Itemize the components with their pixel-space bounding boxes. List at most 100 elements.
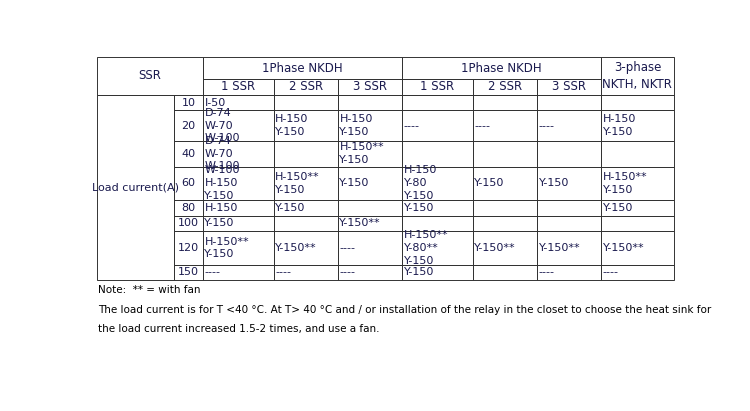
Text: 150: 150 bbox=[178, 268, 199, 277]
Bar bbox=[402, 200, 472, 215]
Bar bbox=[537, 200, 601, 215]
Text: Y-150: Y-150 bbox=[404, 268, 434, 277]
Text: H-150
Y-80
Y-150: H-150 Y-80 Y-150 bbox=[404, 165, 437, 201]
Bar bbox=[274, 79, 338, 95]
Bar bbox=[97, 95, 174, 280]
Bar bbox=[601, 265, 674, 280]
Bar bbox=[274, 265, 338, 280]
Bar bbox=[402, 166, 472, 200]
Bar bbox=[537, 166, 601, 200]
Bar bbox=[601, 95, 674, 111]
Bar bbox=[338, 265, 402, 280]
Text: Y-150: Y-150 bbox=[205, 219, 235, 229]
Bar bbox=[338, 166, 402, 200]
Bar bbox=[274, 111, 338, 141]
Text: D-74
W-70
W-100: D-74 W-70 W-100 bbox=[205, 136, 240, 171]
Text: the load current increased 1.5-2 times, and use a fan.: the load current increased 1.5-2 times, … bbox=[98, 324, 380, 334]
Bar bbox=[537, 79, 601, 95]
Bar bbox=[601, 141, 674, 166]
Text: ----: ---- bbox=[538, 120, 554, 131]
Bar bbox=[338, 200, 402, 215]
Bar bbox=[338, 95, 402, 111]
Bar bbox=[174, 166, 202, 200]
Text: 1 SSR: 1 SSR bbox=[221, 80, 255, 93]
Bar bbox=[338, 79, 402, 95]
Bar bbox=[601, 57, 674, 95]
Bar bbox=[174, 111, 202, 141]
Text: Y-150: Y-150 bbox=[404, 203, 434, 212]
Text: H-150
Y-150: H-150 Y-150 bbox=[340, 114, 373, 137]
Text: 20: 20 bbox=[182, 120, 196, 131]
Text: ----: ---- bbox=[404, 120, 419, 131]
Bar bbox=[174, 215, 202, 231]
Bar bbox=[472, 231, 537, 265]
Text: ----: ---- bbox=[340, 268, 356, 277]
Text: 1Phase NKDH: 1Phase NKDH bbox=[461, 62, 542, 74]
Bar bbox=[472, 111, 537, 141]
Bar bbox=[472, 95, 537, 111]
Bar bbox=[202, 111, 274, 141]
Bar bbox=[274, 95, 338, 111]
Text: 1Phase NKDH: 1Phase NKDH bbox=[262, 62, 343, 74]
Bar bbox=[472, 166, 537, 200]
Text: 40: 40 bbox=[182, 149, 196, 159]
Text: H-150: H-150 bbox=[205, 203, 238, 212]
Bar bbox=[537, 95, 601, 111]
Bar bbox=[338, 141, 402, 166]
Text: The load current is for T <40 °C. At T> 40 °C and / or installation of the relay: The load current is for T <40 °C. At T> … bbox=[98, 305, 711, 315]
Bar bbox=[174, 200, 202, 215]
Text: 1 SSR: 1 SSR bbox=[420, 80, 454, 93]
Text: ----: ---- bbox=[475, 120, 490, 131]
Bar bbox=[472, 265, 537, 280]
Bar bbox=[202, 95, 274, 111]
Text: 10: 10 bbox=[182, 97, 196, 108]
Bar bbox=[601, 166, 674, 200]
Bar bbox=[472, 141, 537, 166]
Text: 3 SSR: 3 SSR bbox=[552, 80, 586, 93]
Text: ----: ---- bbox=[275, 268, 291, 277]
Bar bbox=[174, 265, 202, 280]
Bar bbox=[402, 57, 601, 79]
Text: Y-150: Y-150 bbox=[340, 178, 370, 188]
Text: Load current(A): Load current(A) bbox=[92, 182, 179, 192]
Text: Y-150**: Y-150** bbox=[340, 219, 381, 229]
Bar bbox=[202, 200, 274, 215]
Text: ----: ---- bbox=[205, 268, 220, 277]
Bar bbox=[402, 265, 472, 280]
Bar bbox=[274, 231, 338, 265]
Bar bbox=[472, 79, 537, 95]
Text: H-150**
Y-150: H-150** Y-150 bbox=[205, 237, 249, 259]
Text: H-150**
Y-150: H-150** Y-150 bbox=[275, 172, 320, 194]
Bar bbox=[338, 231, 402, 265]
Bar bbox=[274, 200, 338, 215]
Text: H-150**
Y-150: H-150** Y-150 bbox=[603, 172, 647, 194]
Text: 120: 120 bbox=[178, 243, 199, 253]
Text: Y-150**: Y-150** bbox=[475, 243, 516, 253]
Bar bbox=[202, 265, 274, 280]
Text: 3 SSR: 3 SSR bbox=[352, 80, 387, 93]
Text: Y-150: Y-150 bbox=[475, 178, 505, 188]
Bar bbox=[274, 166, 338, 200]
Bar bbox=[601, 111, 674, 141]
Bar bbox=[402, 111, 472, 141]
Bar bbox=[601, 215, 674, 231]
Bar bbox=[202, 166, 274, 200]
Bar bbox=[338, 215, 402, 231]
Bar bbox=[537, 265, 601, 280]
Text: ----: ---- bbox=[603, 268, 619, 277]
Bar bbox=[472, 200, 537, 215]
Bar bbox=[202, 231, 274, 265]
Text: H-150
Y-150: H-150 Y-150 bbox=[275, 114, 309, 137]
Bar bbox=[472, 215, 537, 231]
Bar bbox=[601, 200, 674, 215]
Text: H-150**
Y-80**
Y-150: H-150** Y-80** Y-150 bbox=[404, 230, 448, 266]
Bar bbox=[601, 231, 674, 265]
Text: H-150**
Y-150: H-150** Y-150 bbox=[340, 142, 384, 165]
Text: Y-150**: Y-150** bbox=[538, 243, 580, 253]
Text: 60: 60 bbox=[182, 178, 196, 188]
Bar bbox=[274, 141, 338, 166]
Bar bbox=[338, 111, 402, 141]
Bar bbox=[174, 95, 202, 111]
Bar bbox=[402, 231, 472, 265]
Text: D-74
W-70
W-100: D-74 W-70 W-100 bbox=[205, 108, 240, 143]
